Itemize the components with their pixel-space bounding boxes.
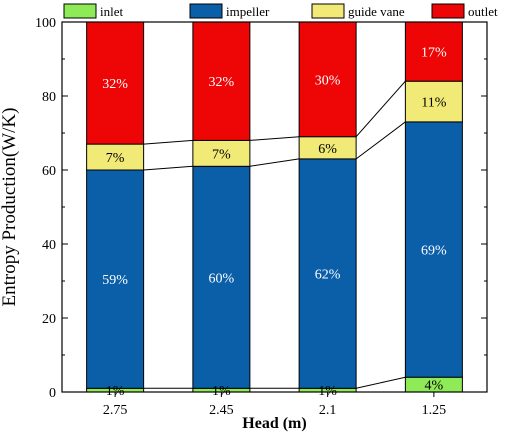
y-axis-label: Entropy Production(W/K) bbox=[0, 108, 20, 307]
bar-guide-vane-0 bbox=[86, 143, 145, 171]
legend-swatch-guide-vane bbox=[311, 3, 345, 19]
data-label: 32% bbox=[102, 77, 128, 92]
x-axis-label: Head (m) bbox=[242, 415, 306, 432]
connector-guide-vane bbox=[143, 139, 193, 145]
data-label: 62% bbox=[315, 268, 341, 283]
y-tick-label: 80 bbox=[42, 90, 56, 105]
bar-outlet-1 bbox=[192, 21, 251, 141]
connector-impeller bbox=[355, 121, 406, 160]
data-label: 6% bbox=[318, 142, 337, 157]
legend: inlet impeller guide vane outlet bbox=[63, 3, 498, 19]
data-label: 69% bbox=[421, 244, 447, 259]
legend-label: impeller bbox=[226, 4, 270, 19]
connector-inlet bbox=[356, 376, 406, 389]
y-axis: 0 20 40 60 80 100 bbox=[35, 16, 487, 401]
x-tick-label: 2.45 bbox=[209, 403, 234, 418]
y-tick-label: 40 bbox=[42, 238, 56, 253]
connector-impeller bbox=[143, 165, 193, 171]
data-label: 32% bbox=[209, 75, 235, 90]
y-tick-label: 0 bbox=[49, 386, 56, 401]
legend-label: guide vane bbox=[348, 4, 405, 19]
bar-impeller-3 bbox=[404, 121, 463, 378]
connector-guide-vane bbox=[355, 80, 406, 138]
data-label: 11% bbox=[421, 96, 446, 111]
data-label: 60% bbox=[209, 271, 235, 286]
bar-impeller-2 bbox=[298, 158, 357, 389]
bar-impeller-1 bbox=[192, 165, 251, 389]
x-axis: 2.75 2.45 2.1 1.25 bbox=[103, 392, 446, 418]
x-tick-label: 1.25 bbox=[422, 403, 447, 418]
bar-guide-vane-1 bbox=[192, 139, 251, 167]
y-tick-label: 60 bbox=[42, 164, 56, 179]
legend-swatch-inlet bbox=[63, 3, 97, 19]
connector-impeller bbox=[249, 158, 300, 167]
legend-swatch-impeller bbox=[189, 3, 223, 19]
data-label: 4% bbox=[425, 379, 444, 394]
x-tick-label: 2.1 bbox=[319, 403, 337, 418]
bar-guide-vane-3 bbox=[404, 80, 463, 123]
data-label: 59% bbox=[102, 273, 128, 288]
bar-outlet-0 bbox=[86, 21, 145, 145]
data-label: 30% bbox=[315, 73, 341, 88]
y-tick-label: 100 bbox=[35, 16, 56, 31]
bar-outlet-2 bbox=[298, 21, 357, 138]
legend-swatch-outlet bbox=[431, 3, 465, 19]
bar-impeller-0 bbox=[86, 169, 145, 389]
data-label: 7% bbox=[212, 147, 231, 162]
bars bbox=[86, 21, 463, 393]
data-labels: 1%59%7%32%1%60%7%32%1%62%6%30%4%69%11%17… bbox=[102, 46, 447, 400]
data-label: 7% bbox=[106, 151, 125, 166]
y-tick-label: 20 bbox=[42, 312, 56, 327]
legend-label: outlet bbox=[468, 4, 498, 19]
data-label: 17% bbox=[421, 46, 447, 61]
connector-guide-vane bbox=[249, 136, 300, 141]
legend-label: inlet bbox=[100, 4, 123, 19]
x-tick-label: 2.75 bbox=[103, 403, 128, 418]
segment-connectors bbox=[143, 80, 406, 389]
